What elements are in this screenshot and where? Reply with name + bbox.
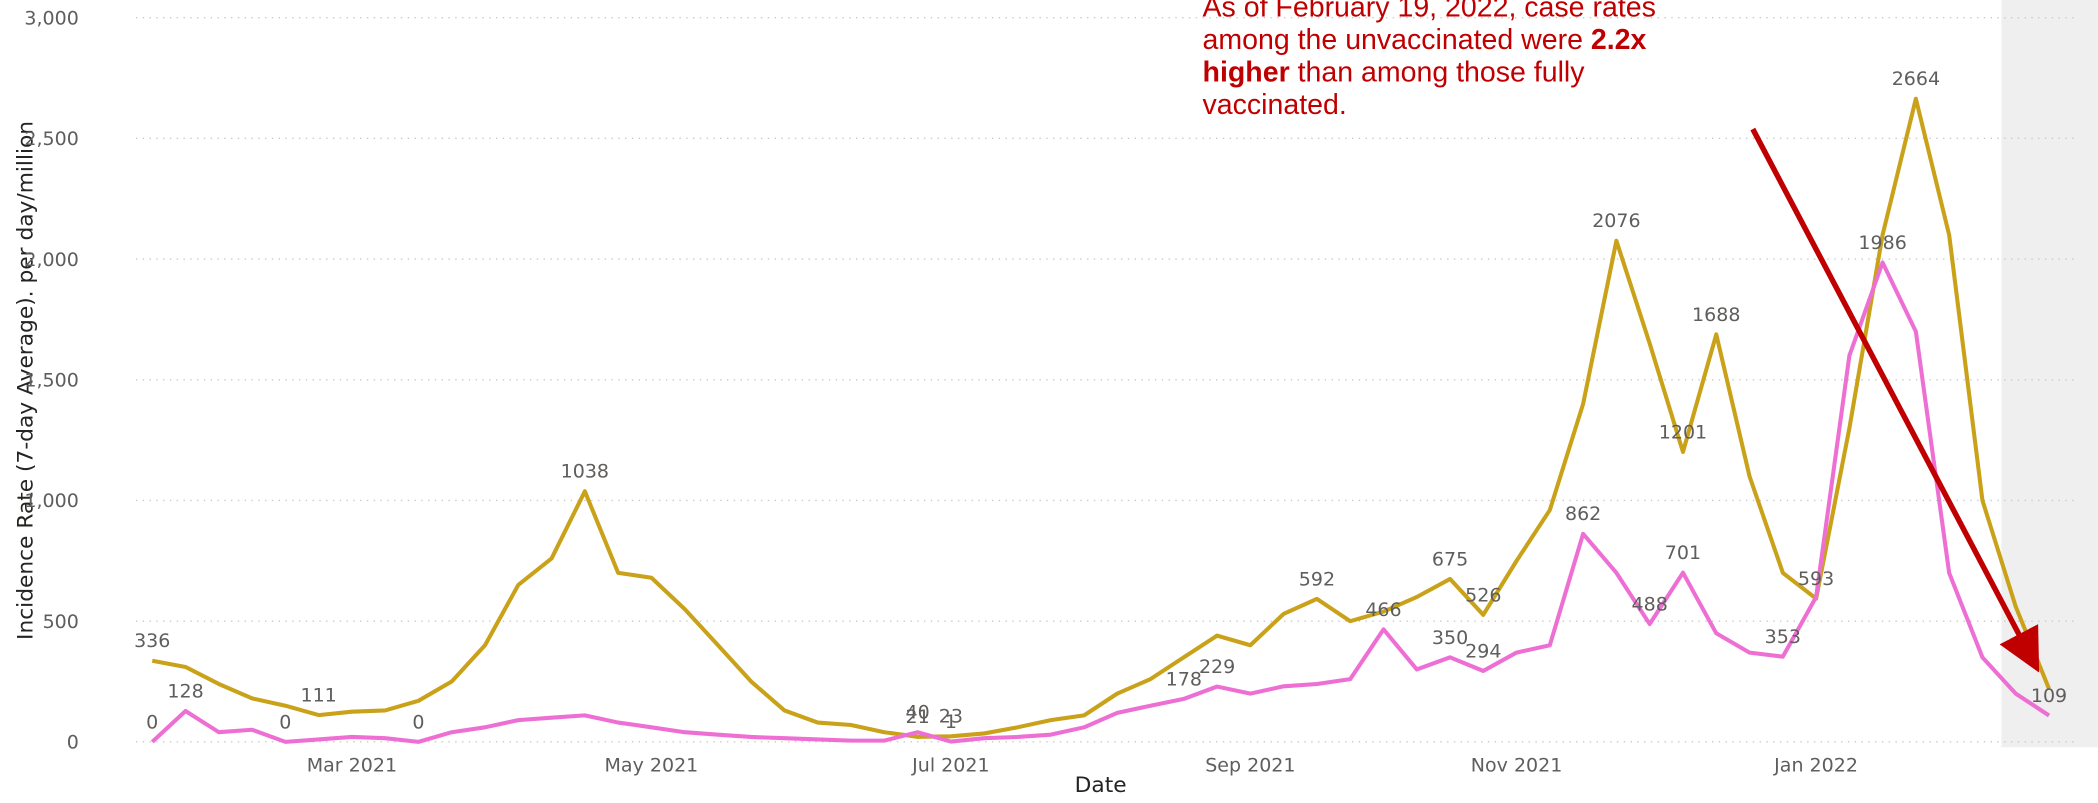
data-label: 178 xyxy=(1166,668,1202,690)
data-label: 0 xyxy=(412,711,424,733)
annotation-line: among the unvaccinated were 2.2x xyxy=(1203,24,1647,56)
y-tick-label: 1,000 xyxy=(24,490,78,512)
grid: 0 500 1,000 1,500 2,000 2,500 3,000 Mar 2021 May… xyxy=(24,7,2079,777)
series-line xyxy=(151,96,2051,739)
y-tick-label: 2,500 xyxy=(24,128,78,150)
x-tick-label: May 2021 xyxy=(605,755,699,777)
x-tick-label: Jul 2021 xyxy=(911,755,989,777)
x-tick-label: Jan 2022 xyxy=(1773,755,1858,777)
y-tick-label: 500 xyxy=(43,611,79,633)
data-label: 294 xyxy=(1465,640,1501,662)
x-tick-label: Mar 2021 xyxy=(307,755,397,777)
data-label: 2664 xyxy=(1892,68,1940,90)
data-label: 466 xyxy=(1365,599,1401,621)
y-tick-label: 2,000 xyxy=(24,249,78,271)
y-tick-label: 3,000 xyxy=(24,7,78,29)
data-label: 0 xyxy=(146,711,158,733)
data-label: 592 xyxy=(1299,568,1335,590)
data-label: 862 xyxy=(1565,503,1601,525)
annotation-arrow xyxy=(1750,127,2040,673)
highlight-region xyxy=(2001,0,2098,748)
lines xyxy=(150,96,2051,744)
data-label: 1986 xyxy=(1858,232,1906,254)
data-label: 0 xyxy=(279,711,291,733)
annotation-line: As of February 19, 2022, case rates xyxy=(1203,0,1656,23)
x-tick-label: Nov 2021 xyxy=(1471,755,1563,777)
x-axis-title: Date xyxy=(1075,773,1127,798)
annotation-text: 2.2x xyxy=(1591,24,1647,56)
data-label: 353 xyxy=(1765,626,1801,648)
data-label: 336 xyxy=(134,630,170,652)
data-label: 1201 xyxy=(1659,421,1707,443)
x-tick-label: Sep 2021 xyxy=(1205,755,1295,777)
annotation: As of February 19, 2022, case ratesamong… xyxy=(1203,0,1656,121)
annotation-text: among the unvaccinated were xyxy=(1203,24,1591,56)
data-label: 229 xyxy=(1199,656,1235,678)
data-label: 488 xyxy=(1632,593,1668,615)
annotation-line: vaccinated. xyxy=(1203,89,1347,121)
data-label: 350 xyxy=(1432,627,1468,649)
data-label: 109 xyxy=(2031,685,2067,707)
data-label: 593 xyxy=(1798,568,1834,590)
annotation-text: As of February 19, 2022, case rates xyxy=(1203,0,1656,23)
annotation-text: vaccinated. xyxy=(1203,89,1347,121)
data-label: 128 xyxy=(167,680,203,702)
data-label: 1038 xyxy=(561,461,609,483)
data-label: 526 xyxy=(1465,584,1501,606)
y-tick-label: 1,500 xyxy=(24,370,78,392)
y-tick-label: 0 xyxy=(67,732,79,754)
data-label: 111 xyxy=(300,684,336,706)
data-label: 40 xyxy=(906,702,930,724)
annotation-text: than among those fully xyxy=(1290,57,1586,89)
data-label: 701 xyxy=(1665,542,1701,564)
data-label: 23 xyxy=(939,706,963,728)
annotation-text: higher xyxy=(1203,57,1290,89)
data-label: 1688 xyxy=(1692,304,1740,326)
labels: 336 111 1038 21 23 592 675 526 2076 1201 1688 593 26… xyxy=(134,68,2067,733)
data-label: 1 xyxy=(945,711,957,733)
y-axis-title: Incidence Rate (7-day Average). per day/… xyxy=(14,121,39,640)
data-label: 675 xyxy=(1432,548,1468,570)
series-line xyxy=(150,260,2051,744)
data-label: 2076 xyxy=(1592,210,1640,232)
data-label: 21 xyxy=(906,706,930,728)
annotation-line: higher than among those fully xyxy=(1203,57,1586,89)
